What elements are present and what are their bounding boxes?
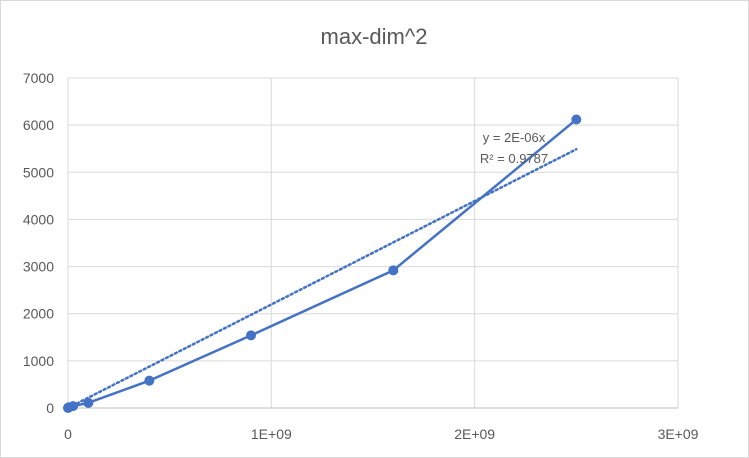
trendline-r-squared: R² = 0.9787	[480, 151, 548, 166]
trendline-annotation: y = 2E-06x R² = 0.9787	[480, 130, 548, 166]
series-group	[63, 114, 582, 413]
y-tick-label: 0	[46, 400, 54, 416]
x-tick-label: 0	[64, 426, 72, 442]
y-tick-label: 4000	[23, 211, 54, 227]
trendline-equation: y = 2E-06x	[483, 130, 546, 145]
trendline-group	[66, 147, 578, 410]
data-point	[68, 401, 79, 412]
gridlines	[68, 77, 679, 408]
y-tick-label: 2000	[23, 306, 54, 322]
data-point	[571, 114, 582, 125]
x-tick-label: 2E+09	[454, 426, 495, 442]
data-point	[246, 330, 256, 341]
x-tick-label: 1E+09	[251, 426, 292, 442]
data-point	[144, 375, 155, 386]
data-point	[83, 397, 94, 408]
chart-title: max-dim^2	[321, 24, 428, 49]
axes: 0 1000 2000 3000 4000 5000 6000 7000 0 1E+09 2E+09…	[23, 70, 699, 442]
y-tick-label: 5000	[23, 164, 54, 180]
y-tick-label: 3000	[23, 259, 54, 275]
x-tick-label: 3E+09	[658, 426, 699, 442]
trendline	[66, 147, 578, 410]
data-point	[388, 265, 399, 276]
y-tick-label: 1000	[23, 353, 54, 369]
y-tick-label: 7000	[23, 70, 54, 86]
y-tick-label: 6000	[23, 117, 54, 133]
